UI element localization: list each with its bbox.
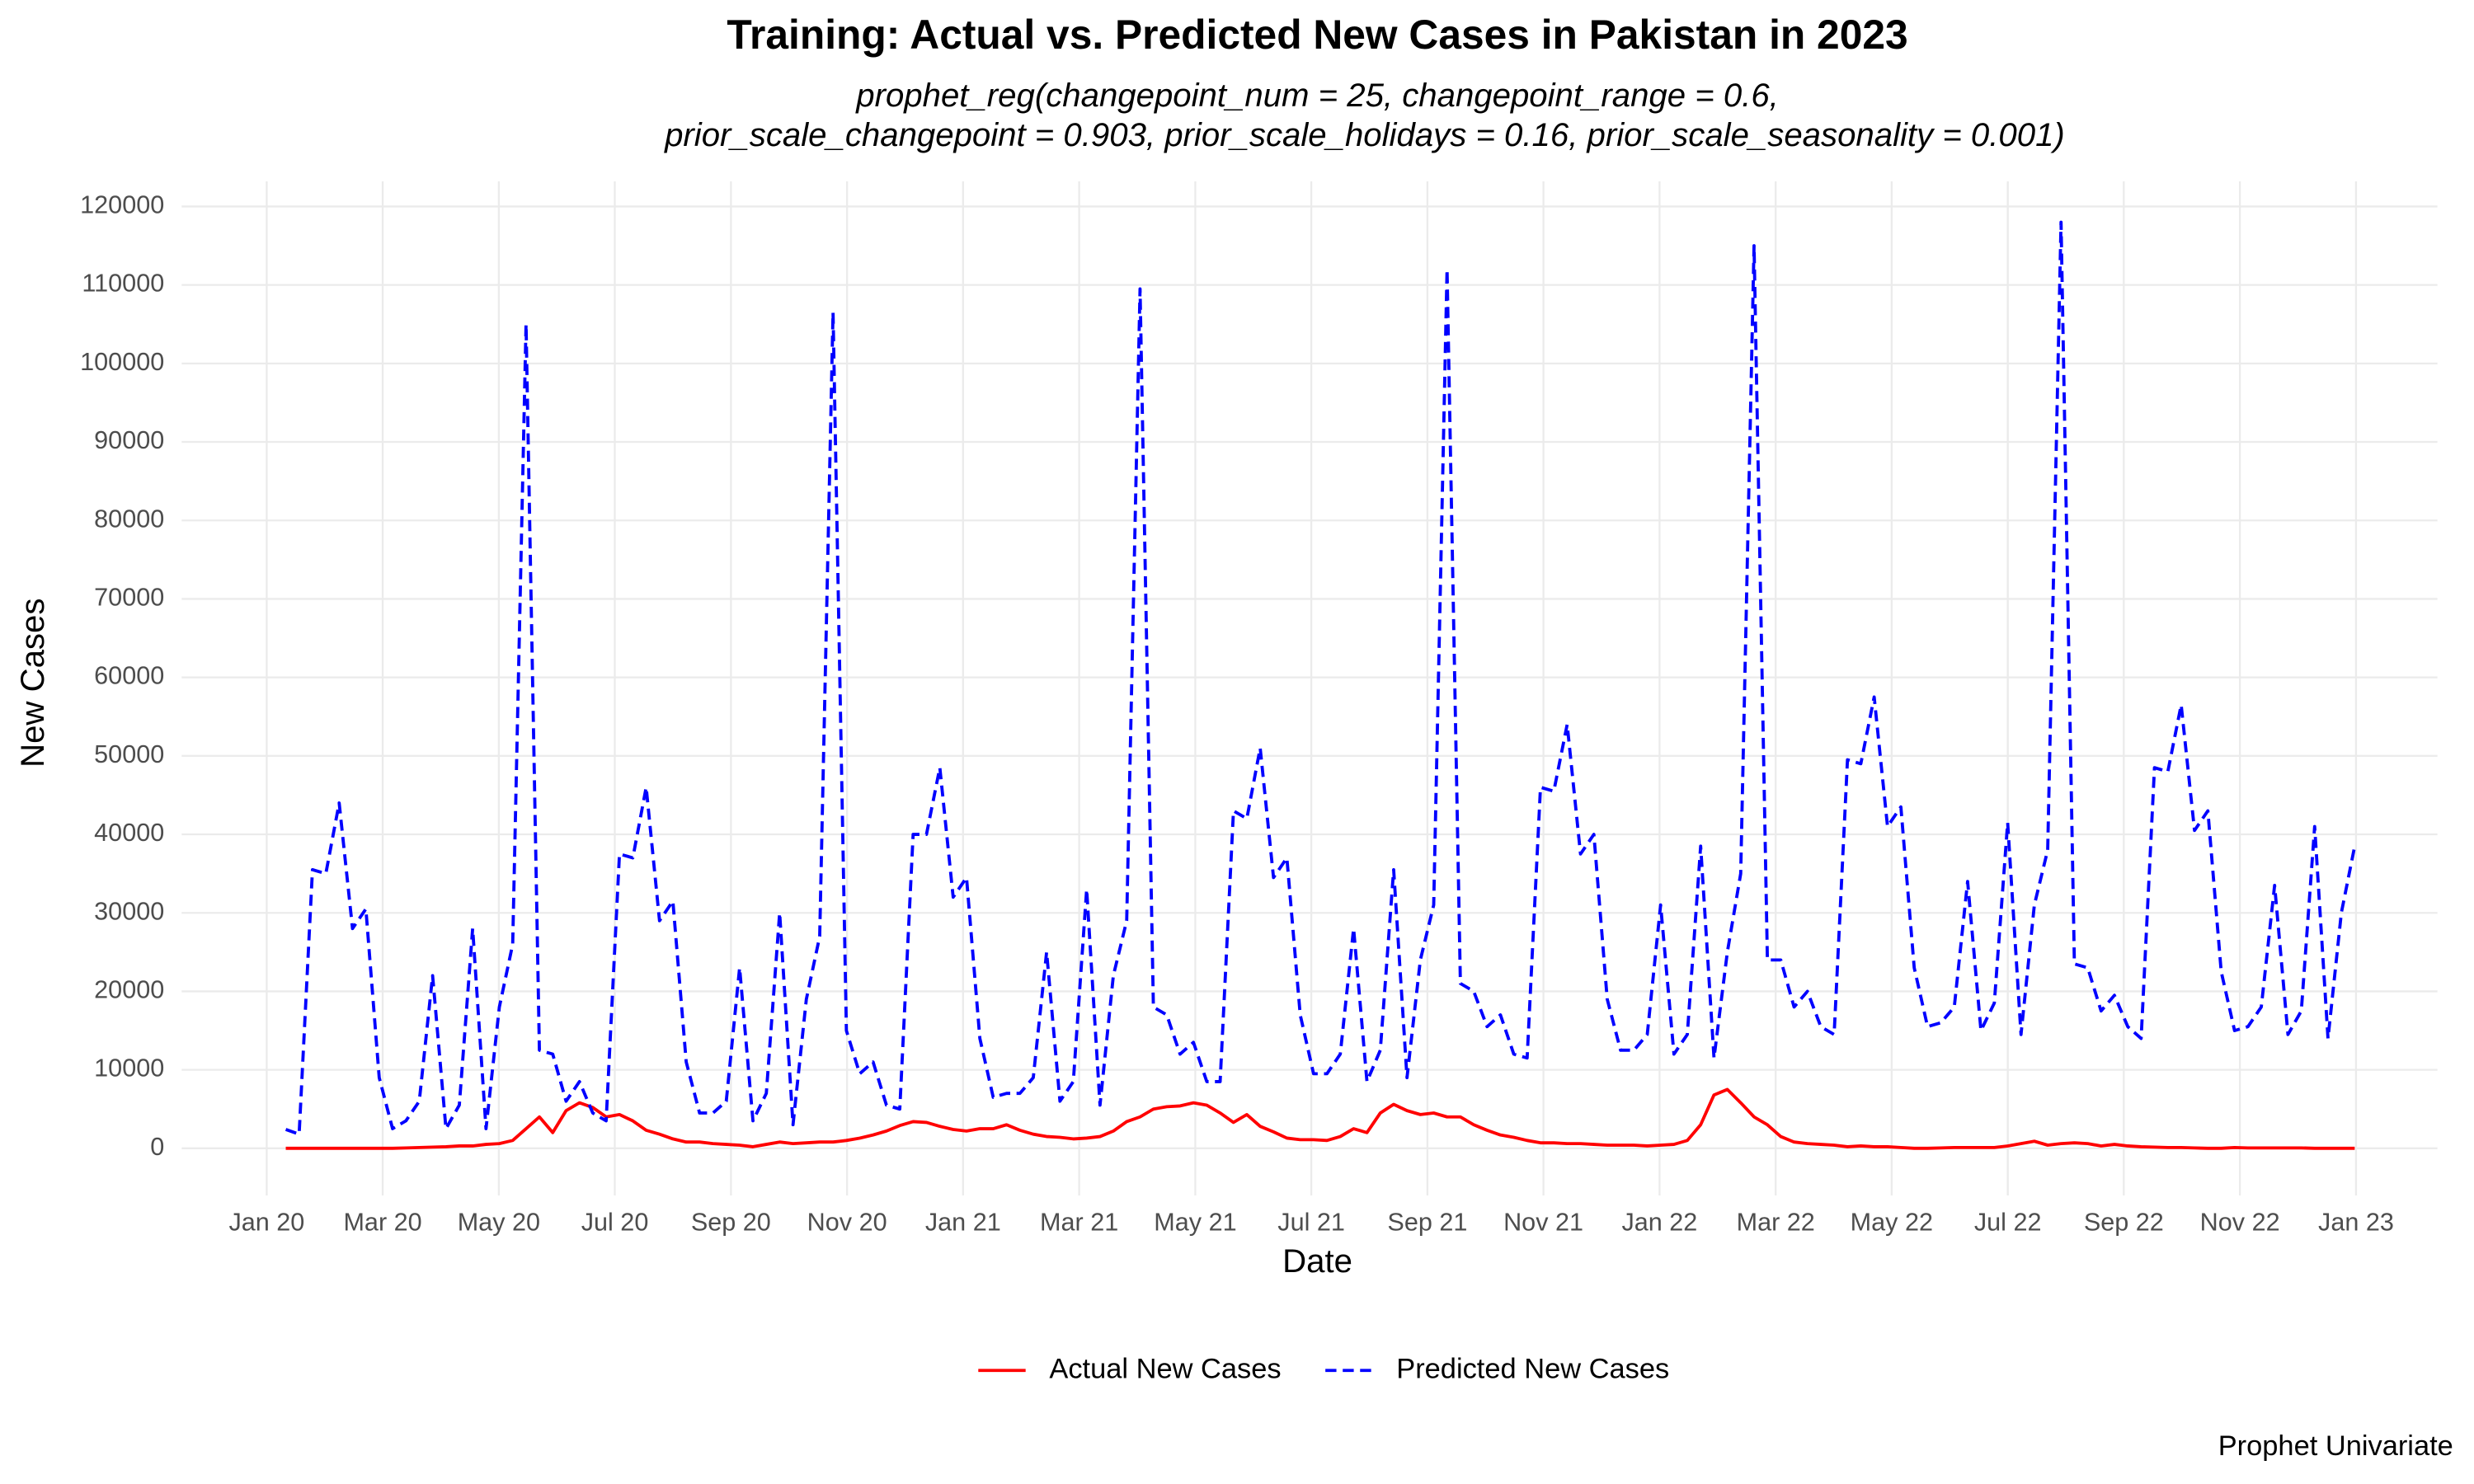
y-tick-label: 120000: [80, 191, 164, 219]
x-tick-label: May 21: [1154, 1208, 1236, 1236]
data-line: [285, 1087, 2355, 1150]
y-tick-label: 30000: [94, 897, 164, 925]
y-tick-label: 70000: [94, 584, 164, 612]
x-tick-label: May 20: [458, 1208, 540, 1236]
y-tick-label: 0: [150, 1133, 164, 1161]
y-tick-label: 90000: [94, 426, 164, 454]
x-tick-label: Nov 22: [2200, 1208, 2280, 1236]
data-line: [285, 220, 2357, 1136]
y-tick-label: 60000: [94, 662, 164, 690]
y-axis-title: New Cases: [14, 599, 51, 768]
x-tick-label: Mar 22: [1737, 1208, 1815, 1236]
y-tick-label: 80000: [94, 505, 164, 533]
legend-label: Actual New Cases: [1049, 1353, 1281, 1384]
y-tick-label: 20000: [94, 976, 164, 1004]
y-tick-label: 10000: [94, 1054, 164, 1082]
x-tick-label: Jul 22: [1974, 1208, 2042, 1236]
x-tick-label: May 22: [1851, 1208, 1933, 1236]
x-tick-label: Sep 20: [691, 1208, 771, 1236]
x-tick-label: Jan 23: [2318, 1208, 2394, 1236]
y-tick-label: 50000: [94, 740, 164, 768]
chart-title: Training: Actual vs. Predicted New Cases…: [727, 12, 1907, 58]
caption: Prophet Univariate: [2218, 1430, 2453, 1462]
chart-subtitle: prophet_reg(changepoint_num = 25, change…: [855, 77, 1779, 114]
y-tick-label: 100000: [80, 348, 164, 376]
x-tick-label: Jul 20: [581, 1208, 649, 1236]
y-tick-label: 110000: [82, 270, 164, 298]
x-tick-label: Mar 21: [1040, 1208, 1118, 1236]
x-tick-label: Jul 21: [1277, 1208, 1345, 1236]
x-tick-label: Sep 22: [2084, 1208, 2164, 1236]
x-axis-title: Date: [1282, 1242, 1352, 1280]
chart-subtitle: prior_scale_changepoint = 0.903, prior_s…: [664, 116, 2065, 153]
x-tick-label: Jan 21: [925, 1208, 1001, 1236]
x-tick-label: Jan 20: [228, 1208, 304, 1236]
x-tick-label: Mar 20: [343, 1208, 421, 1236]
x-tick-label: Jan 22: [1621, 1208, 1697, 1236]
x-tick-label: Nov 21: [1503, 1208, 1583, 1236]
legend-label: Predicted New Cases: [1396, 1353, 1669, 1384]
x-tick-label: Sep 21: [1387, 1208, 1467, 1236]
y-tick-label: 40000: [94, 819, 164, 847]
x-tick-label: Nov 20: [807, 1208, 887, 1236]
